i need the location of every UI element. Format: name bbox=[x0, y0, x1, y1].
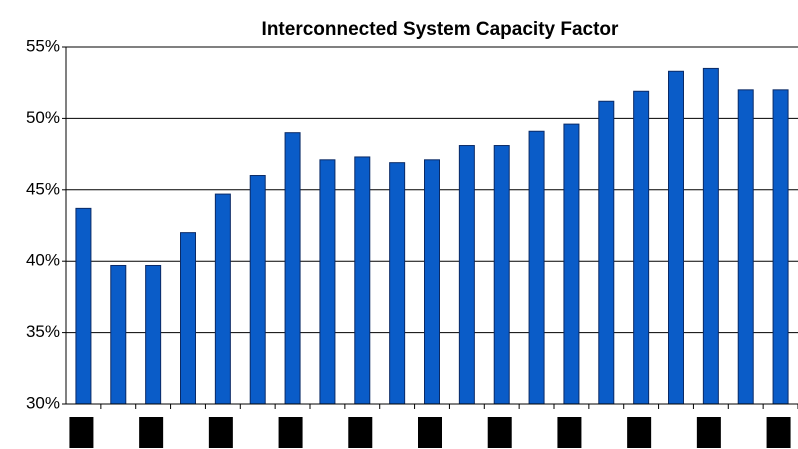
y-tick-label: 35% bbox=[26, 322, 60, 341]
redacted-label bbox=[418, 417, 442, 448]
bar bbox=[424, 159, 440, 405]
y-tick-label: 55% bbox=[26, 36, 60, 55]
bar bbox=[145, 264, 162, 405]
redacted-label bbox=[487, 417, 512, 448]
y-tick-label: 40% bbox=[26, 251, 60, 270]
bar bbox=[319, 159, 336, 405]
bar bbox=[180, 232, 196, 405]
chart-title: Interconnected System Capacity Factor bbox=[262, 19, 619, 40]
redacted-label bbox=[208, 417, 233, 448]
redacted-label bbox=[627, 417, 652, 448]
bar bbox=[354, 156, 371, 405]
bar bbox=[249, 175, 266, 405]
bar bbox=[493, 145, 510, 405]
bar bbox=[563, 123, 580, 405]
redacted-label bbox=[557, 417, 582, 448]
y-tick-label: 30% bbox=[26, 393, 60, 412]
redacted-label bbox=[139, 417, 164, 448]
redacted-label bbox=[69, 417, 94, 448]
bar bbox=[528, 130, 545, 405]
bar bbox=[598, 100, 615, 405]
bar bbox=[75, 207, 92, 405]
bar bbox=[458, 145, 475, 405]
bar bbox=[668, 70, 684, 405]
bar bbox=[737, 89, 754, 405]
y-tick-label: 45% bbox=[26, 179, 60, 198]
bar bbox=[214, 193, 231, 405]
bar bbox=[702, 67, 719, 405]
redacted-label bbox=[766, 417, 791, 448]
redacted-label bbox=[696, 417, 721, 448]
bar bbox=[633, 90, 650, 405]
bar bbox=[110, 264, 127, 405]
redacted-label bbox=[348, 417, 373, 448]
bar bbox=[284, 132, 301, 405]
y-tick-label: 50% bbox=[26, 108, 60, 127]
redacted-label bbox=[278, 417, 303, 448]
bar bbox=[389, 162, 406, 405]
bar bbox=[772, 89, 789, 405]
